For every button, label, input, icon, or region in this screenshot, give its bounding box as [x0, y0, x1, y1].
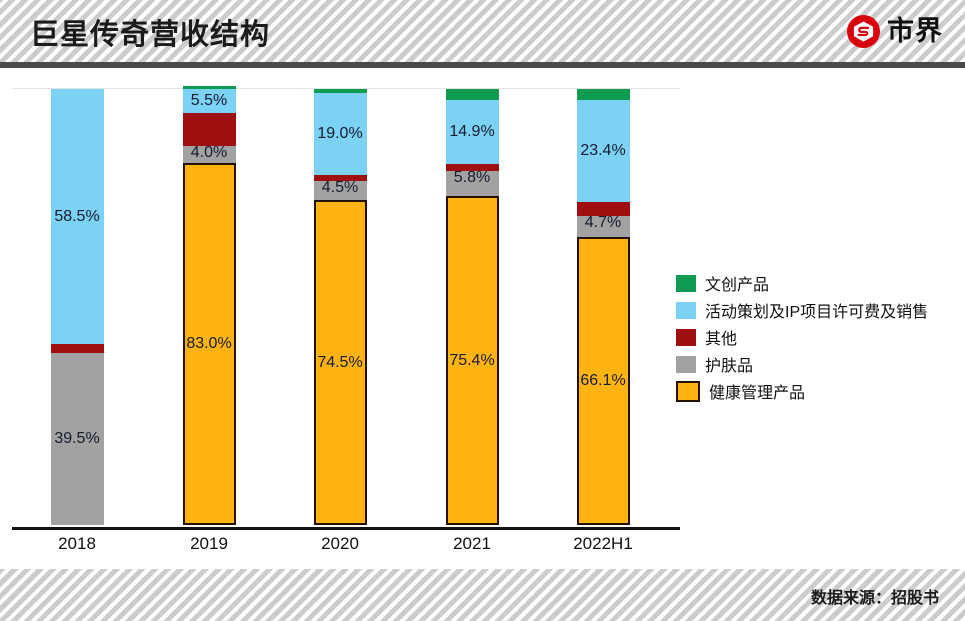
chart-plot: 39.5% 58.5% 83.0% 4.0% 5.5% 74.5% 4.5% 19.0% 75.…	[12, 85, 680, 553]
x-axis-label-2020: 2020	[321, 534, 359, 553]
legend-swatch-icon	[676, 301, 696, 319]
bar-2022H1: 66.1% 4.7% 23.4% ·	[576, 89, 630, 525]
segment-value-label: ·	[471, 91, 473, 98]
bar-segment-护肤品: 4.5%	[313, 178, 367, 201]
bar-segment-护肤品: 4.7%	[576, 214, 630, 237]
legend-label: 健康管理产品	[709, 385, 806, 402]
bar-segment-活动策划及IP项目许可费及销售: 19.0%	[313, 92, 367, 176]
segment-value-label: 4.5%	[321, 178, 359, 196]
logo-text: 市界	[887, 15, 943, 46]
segment-value-label: 5.8%	[453, 168, 491, 186]
bar-segment-活动策划及IP项目许可费及销售: 58.5%	[50, 89, 104, 345]
shijie-logo-icon	[847, 14, 880, 48]
gridline-top	[12, 88, 680, 89]
legend-swatch-icon	[676, 355, 696, 373]
legend-label: 护肤品	[705, 358, 754, 375]
page-title: 巨星传奇营收结构	[30, 19, 271, 51]
bar-segment-护肤品: 5.8%	[445, 168, 499, 197]
x-axis-label-2021: 2021	[453, 534, 491, 553]
bar-segment-活动策划及IP项目许可费及销售: 23.4%	[576, 100, 630, 203]
page-header: 巨星传奇营收结构 市界	[0, 0, 965, 62]
bar-2018: 39.5% 58.5%	[50, 89, 104, 525]
segment-value-label: 39.5%	[54, 429, 100, 447]
segment-value-label: 83.0%	[186, 335, 232, 353]
segment-value-label: 58.5%	[54, 207, 100, 225]
chart-area: 39.5% 58.5% 83.0% 4.0% 5.5% 74.5% 4.5% 19.0% 75.…	[0, 68, 965, 620]
legend-label: 文创产品	[705, 277, 770, 294]
segment-value-label: 14.9%	[449, 122, 495, 140]
bar-segment-其他	[313, 175, 367, 181]
x-axis-label-2019: 2019	[190, 534, 228, 553]
bar-segment-文创产品	[182, 85, 236, 90]
bar-2020: 74.5% 4.5% 19.0%	[313, 89, 367, 525]
header-divider	[0, 62, 965, 68]
bar-segment-其他	[182, 113, 236, 146]
bar-segment-其他	[50, 344, 104, 353]
bar-segment-健康管理产品: 75.4%	[445, 196, 499, 525]
bar-segment-其他	[445, 164, 499, 171]
data-source-label: 数据来源：招股书	[810, 590, 939, 607]
bar-segment-健康管理产品: 66.1%	[576, 236, 630, 525]
x-axis-label-2022H1: 2022H1	[573, 534, 633, 553]
bar-segment-文创产品: ·	[576, 89, 630, 101]
segment-value-label: 4.7%	[584, 214, 622, 232]
bar-segment-健康管理产品: 83.0%	[182, 163, 236, 525]
bar-2021: 75.4% 5.8% 14.9% ·	[445, 89, 499, 525]
legend-item-3: 护肤品	[676, 354, 956, 375]
legend-item-1: 活动策划及IP项目许可费及销售	[676, 300, 956, 321]
bar-2019: 83.0% 4.0% 5.5%	[182, 85, 236, 525]
x-axis-line	[12, 527, 680, 530]
bar-segment-活动策划及IP项目许可费及销售: 5.5%	[182, 89, 236, 113]
legend-swatch-icon	[676, 274, 696, 292]
chart-legend: 文创产品活动策划及IP项目许可费及销售 其他护肤品健康管理产品	[676, 273, 956, 408]
legend-item-2: 其他	[676, 327, 956, 348]
legend-item-4: 健康管理产品	[676, 380, 956, 402]
brand-logo: 市界	[847, 12, 943, 50]
legend-label: 活动策划及IP项目许可费及销售	[705, 304, 929, 321]
segment-value-label: ·	[602, 91, 604, 98]
bar-segment-文创产品	[313, 89, 367, 93]
bar-segment-护肤品: 4.0%	[182, 143, 236, 164]
bar-segment-其他	[576, 202, 630, 217]
segment-value-label: 5.5%	[190, 92, 228, 110]
bar-segment-活动策划及IP项目许可费及销售: 14.9%	[445, 99, 499, 165]
page-footer: 数据来源：招股书	[0, 569, 965, 621]
segment-value-label: 4.0%	[190, 143, 228, 161]
bar-segment-健康管理产品: 74.5%	[313, 200, 367, 525]
legend-swatch-icon	[676, 380, 700, 402]
legend-swatch-icon	[676, 328, 696, 346]
segment-value-label: 23.4%	[580, 142, 626, 160]
segment-value-label: 19.0%	[317, 124, 363, 142]
bar-segment-文创产品: ·	[445, 89, 499, 100]
x-axis-label-2018: 2018	[58, 534, 96, 553]
segment-value-label: 75.4%	[449, 351, 495, 369]
bar-segment-护肤品: 39.5%	[50, 352, 104, 525]
segment-value-label: 74.5%	[317, 353, 363, 371]
legend-label: 其他	[705, 331, 738, 348]
segment-value-label: 66.1%	[580, 371, 626, 389]
legend-item-0: 文创产品	[676, 273, 956, 294]
